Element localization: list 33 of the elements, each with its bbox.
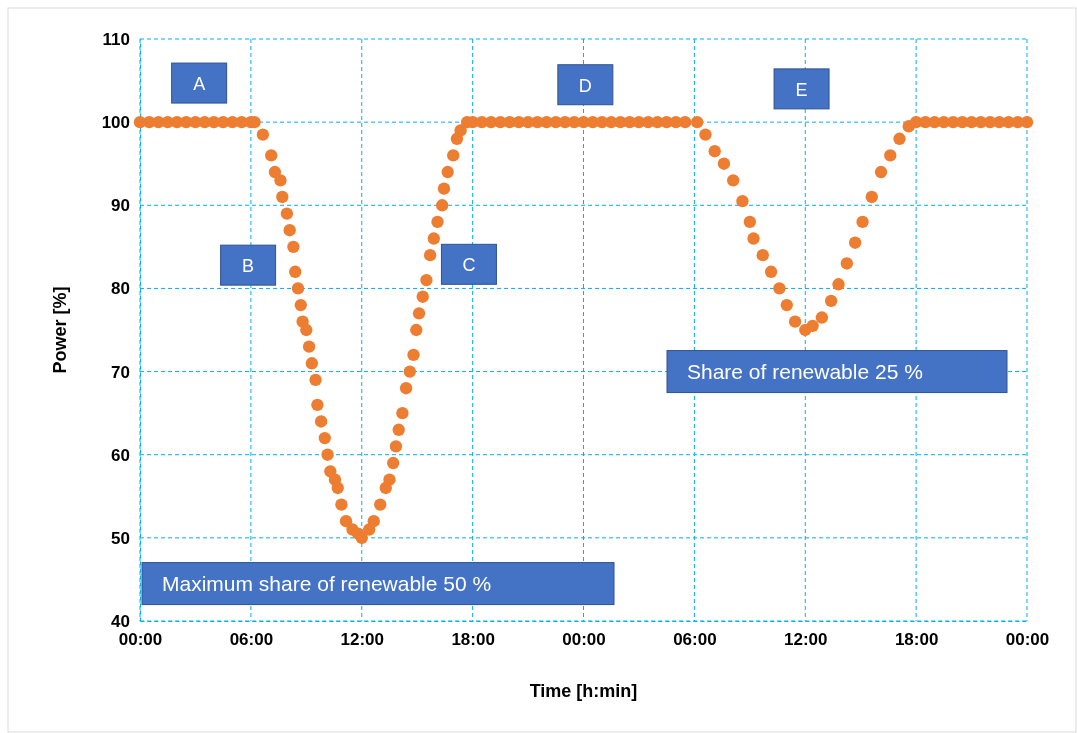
label-box: Share of renewable 25 %: [666, 350, 1008, 394]
x-tick-label: 06:00: [229, 630, 274, 650]
x-tick-label: 12:00: [784, 630, 828, 650]
label-box: C: [440, 243, 497, 285]
x-tick-label: 18:00: [451, 630, 495, 650]
annotation: E: [795, 79, 808, 100]
label-box: Maximum share of renewable 50 %: [141, 562, 615, 606]
annotation: D: [578, 75, 592, 96]
x-tick-label: 06:00: [673, 630, 717, 650]
y-tick-label: 100: [101, 113, 130, 133]
label-box: E: [773, 68, 830, 110]
x-tick-label: 12:00: [340, 630, 384, 650]
x-axis-title: Time [h:min]: [529, 681, 638, 701]
x-tick-label: 00:00: [562, 630, 606, 650]
x-tick-label: 00:00: [1005, 630, 1050, 650]
annotation: Share of renewable 25 %: [687, 359, 923, 383]
y-axis-title: Power [%]: [50, 286, 70, 374]
y-tick-label: 50: [111, 528, 130, 548]
label-box: B: [220, 244, 277, 286]
y-tick-label: 110: [102, 29, 130, 49]
annotation: B: [242, 256, 255, 277]
y-tick-label: 40: [111, 611, 130, 631]
annotation: Maximum share of renewable 50 %: [162, 571, 492, 595]
annotation: A: [193, 74, 206, 95]
y-tick-label: 70: [111, 362, 130, 382]
label-box: D: [557, 64, 614, 106]
x-tick-label: 18:00: [894, 630, 939, 650]
label-box: A: [171, 62, 228, 104]
annotation: C: [462, 255, 476, 276]
x-tick-label: 00:00: [118, 630, 163, 650]
y-tick-label: 80: [111, 279, 130, 299]
y-tick-label: 90: [111, 196, 130, 216]
y-tick-label: 60: [111, 445, 130, 465]
